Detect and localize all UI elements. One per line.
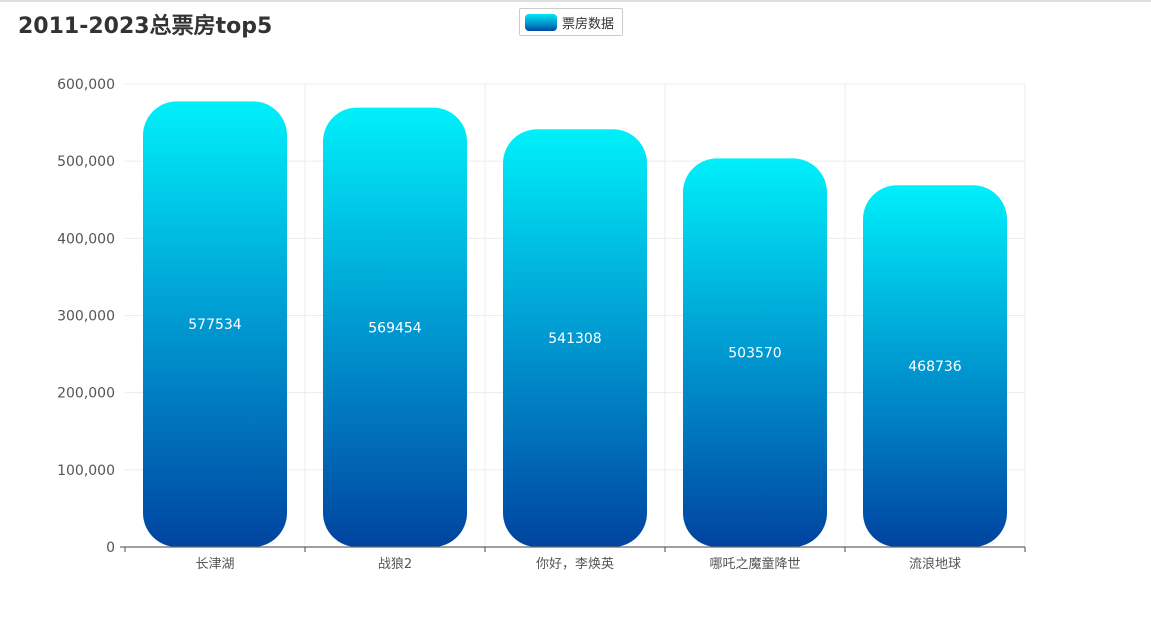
y-tick-label: 400,000 [57, 231, 115, 247]
axes: 0 100,000 200,000 300,000 400,000 500,000 600,… [57, 77, 1026, 572]
y-tick-label: 100,000 [57, 463, 115, 479]
x-category-label: 你好，李焕英 [536, 557, 614, 572]
x-category-label: 长津湖 [195, 557, 234, 572]
y-tick-label: 600,000 [57, 77, 115, 93]
bar-value-label: 541308 [548, 331, 601, 347]
bar [323, 107, 467, 548]
x-category-label: 哪吒之魔童降世 [709, 556, 800, 572]
legend-swatch [525, 13, 557, 31]
y-tick-label: 200,000 [57, 386, 115, 402]
y-tick-label: 500,000 [57, 154, 115, 170]
x-category-label: 流浪地球 [909, 557, 961, 572]
y-tick-label: 0 [106, 540, 115, 556]
bar-value-label: 577534 [188, 317, 242, 333]
top-border [0, 0, 1151, 2]
bar [503, 129, 647, 548]
bar-value-label: 503570 [728, 346, 781, 362]
y-tick-label: 300,000 [57, 309, 115, 325]
legend[interactable]: 票房数据 [519, 8, 624, 36]
x-category-label: 战狼2 [378, 557, 412, 572]
bar [143, 101, 287, 547]
bar-value-label: 569454 [368, 320, 422, 336]
bar [683, 158, 827, 548]
bars: 577534 569454 541308 503570 468736 [143, 101, 1007, 548]
legend-label: 票房数据 [562, 16, 615, 32]
bar [863, 185, 1007, 547]
chart-title: 2011-2023总票房top5 [18, 14, 273, 39]
bar-value-label: 468736 [908, 359, 962, 375]
